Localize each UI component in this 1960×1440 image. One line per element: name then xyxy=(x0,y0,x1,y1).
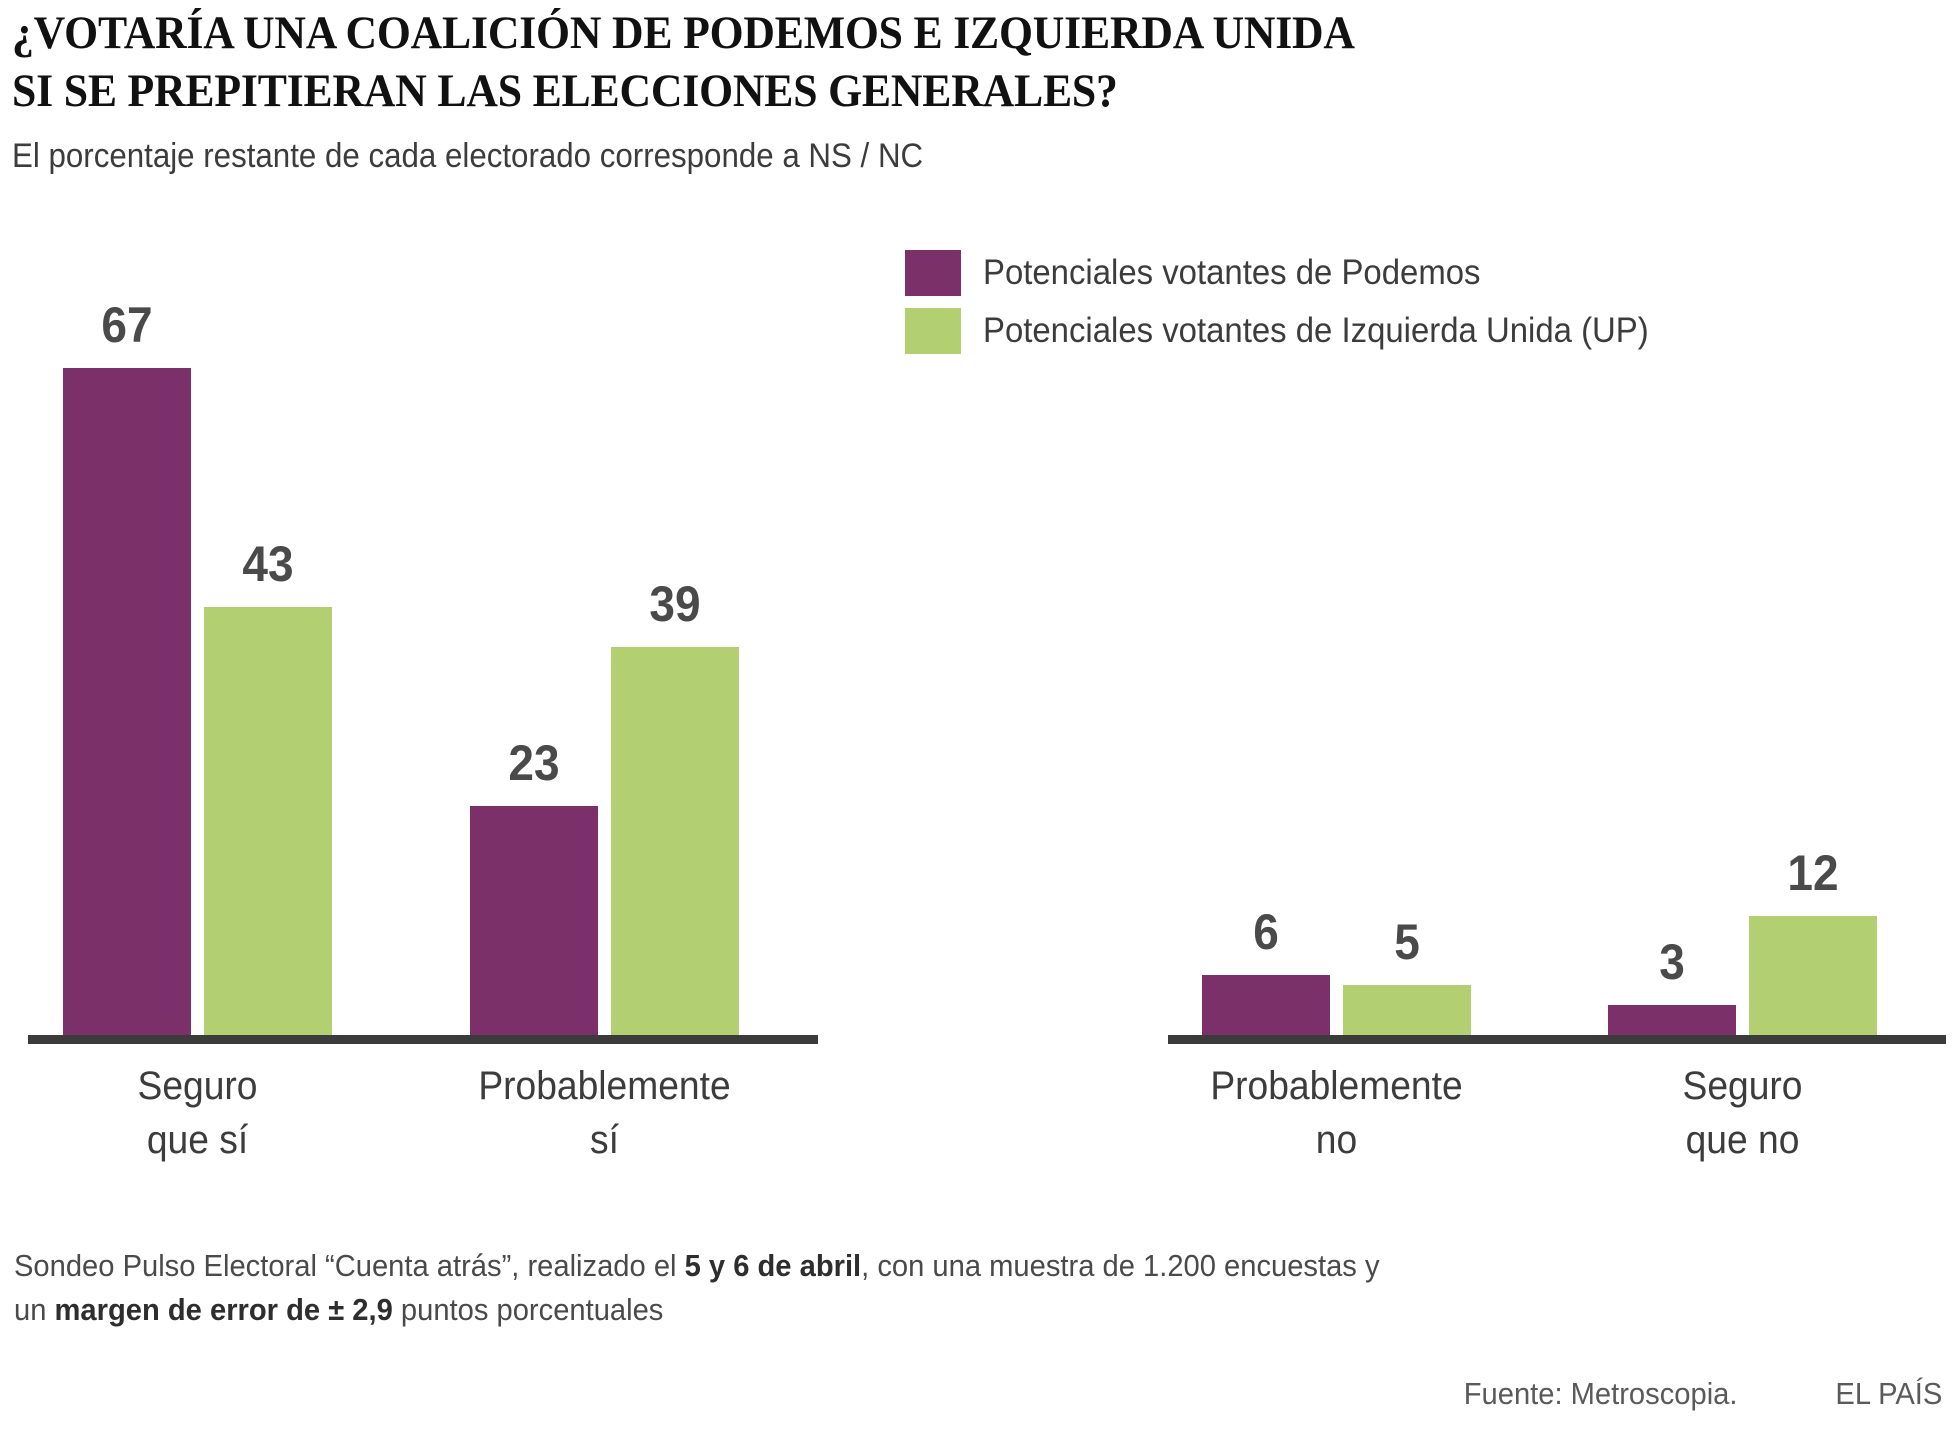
note-bold-margin: margen de error de ± 2,9 xyxy=(54,1292,393,1327)
bar[interactable] xyxy=(1343,985,1471,1035)
legend-swatch-icon xyxy=(905,308,961,354)
legend-item[interactable]: Potenciales votantes de Podemos xyxy=(905,250,1691,296)
category-label: Probablemente xyxy=(1210,1064,1463,1108)
bar[interactable] xyxy=(1202,975,1330,1035)
note-bold-dates: 5 y 6 de abril xyxy=(684,1248,862,1283)
note-text-3: un xyxy=(14,1292,55,1327)
bar-value-label: 67 xyxy=(101,297,153,353)
legend-label: Potenciales votantes de Izquierda Unida … xyxy=(983,311,1649,350)
chart-legend: Potenciales votantes de Podemos Potencial… xyxy=(905,250,1691,354)
bar-value-label: 6 xyxy=(1253,904,1279,960)
methodology-note: Sondeo Pulso Electoral “Cuenta atrás”, r… xyxy=(14,1244,1838,1332)
source-row: Fuente: Metroscopia. EL PAÍS xyxy=(0,1376,1946,1412)
legend-item[interactable]: Potenciales votantes de Izquierda Unida … xyxy=(905,308,1691,354)
brand-logo: EL PAÍS xyxy=(1835,1376,1943,1411)
legend-label: Potenciales votantes de Podemos xyxy=(983,253,1481,292)
page-title-line-1: ¿VOTARÍA UNA COALICIÓN DE PODEMOS E IZQU… xyxy=(12,7,1355,59)
category-label: Probablemente xyxy=(478,1064,731,1108)
note-text-2: , con una muestra de 1.200 encuestas y xyxy=(861,1248,1380,1283)
bar-value-label: 39 xyxy=(649,576,701,632)
category-label: sí xyxy=(590,1118,619,1162)
bar[interactable] xyxy=(1608,1005,1736,1035)
page-title-line-2: SI SE PREPITIERAN LAS ELECCIONES GENERAL… xyxy=(12,65,1118,117)
category-label: que no xyxy=(1685,1118,1800,1162)
x-axis-line xyxy=(28,1035,818,1044)
bar-value-label: 5 xyxy=(1394,914,1420,970)
bar-value-label: 12 xyxy=(1787,845,1839,901)
bar[interactable] xyxy=(1749,916,1877,1035)
bar-value-label: 43 xyxy=(242,536,294,592)
bar-value-label: 3 xyxy=(1659,934,1685,990)
bar[interactable] xyxy=(204,607,332,1035)
bar[interactable] xyxy=(470,806,598,1035)
category-label: que sí xyxy=(146,1118,249,1162)
bar-value-label: 23 xyxy=(508,735,560,791)
x-axis-line xyxy=(1168,1035,1946,1044)
legend-swatch-icon xyxy=(905,250,961,296)
note-text-4: puntos porcentuales xyxy=(392,1292,664,1327)
chart-header: ¿VOTARÍA UNA COALICIÓN DE PODEMOS E IZQU… xyxy=(12,4,1712,176)
bar[interactable] xyxy=(611,647,739,1035)
bar[interactable] xyxy=(63,368,191,1035)
category-label: no xyxy=(1315,1118,1358,1162)
source-credit: Fuente: Metroscopia. xyxy=(1463,1376,1738,1411)
category-label: Seguro xyxy=(1682,1064,1803,1108)
category-label: Seguro xyxy=(137,1064,258,1108)
note-text-1: Sondeo Pulso Electoral “Cuenta atrás”, r… xyxy=(14,1248,685,1283)
chart-subtitle: El porcentaje restante de cada electorad… xyxy=(12,137,924,175)
